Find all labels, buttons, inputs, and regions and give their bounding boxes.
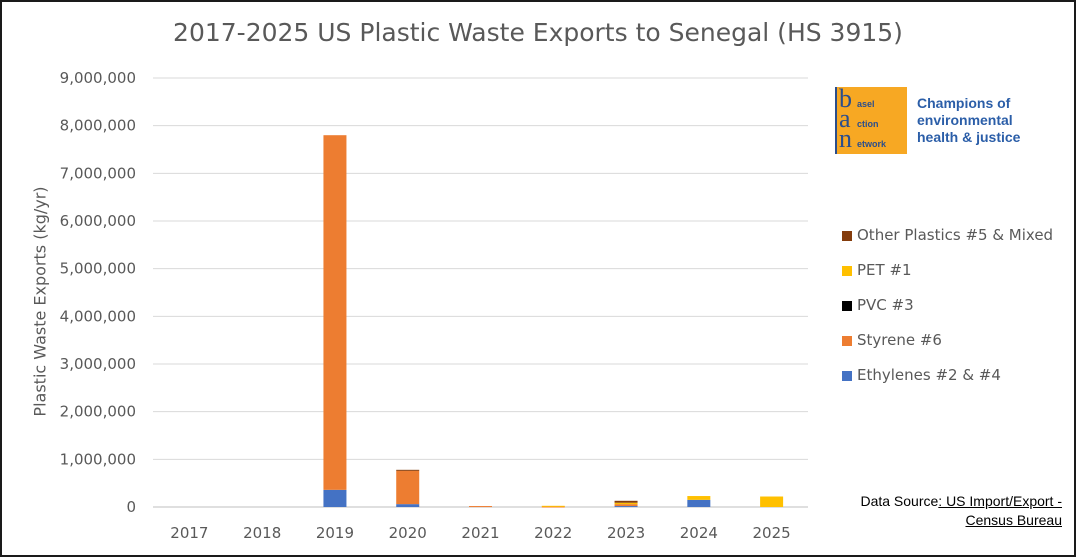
logo-word-etwork: etwork [857, 139, 887, 149]
bar-segment-2024-s3 [687, 496, 711, 500]
x-tick-label: 2022 [534, 524, 572, 542]
bar-segment-2025-s3 [760, 496, 784, 507]
legend-label: Ethylenes #2 & #4 [857, 366, 1001, 384]
x-tick-label: 2018 [243, 524, 281, 542]
x-tick-label: 2025 [753, 524, 791, 542]
data-source: Data Source: US Import/Export - Census B… [780, 492, 1062, 530]
bar-segment-2023-s1 [614, 504, 638, 507]
bar-segment-2022-s3 [541, 505, 565, 507]
ban-logo: b a n asel ction etwork [835, 84, 907, 154]
logo-letter-b: b [839, 84, 852, 113]
logo-letter-a: a [839, 104, 851, 133]
y-tick-label: 5,000,000 [60, 260, 136, 278]
logo-word-asel: asel [857, 99, 875, 109]
tagline: Champions of environmental health & just… [917, 95, 1067, 146]
legend-label: Other Plastics #5 & Mixed [857, 226, 1054, 244]
legend-swatch [842, 336, 852, 346]
source-prefix: Data Source [860, 493, 939, 509]
tagline-line: Champions of [917, 95, 1011, 111]
legend-swatch [842, 301, 852, 311]
y-tick-label: 3,000,000 [60, 355, 136, 373]
bar-segment-2022-s1 [541, 506, 565, 508]
legend-label: PVC #3 [857, 296, 914, 314]
y-tick-label: 9,000,000 [60, 69, 136, 87]
tagline-line: health & justice [917, 129, 1021, 145]
source-link-line2[interactable]: Census Bureau [965, 512, 1062, 528]
legend-label: Styrene #6 [857, 331, 942, 349]
legend-label: PET #1 [857, 261, 912, 279]
bar-segment-2023-s4 [614, 500, 638, 503]
logo-word-ction: ction [857, 119, 879, 129]
bar-segment-2020-s4 [396, 469, 420, 471]
bar-segment-2021-s1 [469, 506, 492, 508]
logo-bar [835, 87, 837, 154]
y-tick-label: 0 [126, 498, 136, 516]
bar-segment-2023-s0 [614, 506, 638, 508]
x-tick-label: 2017 [170, 524, 208, 542]
x-tick-label: 2023 [607, 524, 645, 542]
legend-swatch [842, 266, 852, 276]
x-tick-label: 2021 [461, 524, 499, 542]
bar-segment-2019-s0 [323, 489, 347, 507]
source-link[interactable]: : US Import/Export - [938, 493, 1062, 509]
y-tick-label: 1,000,000 [60, 450, 136, 468]
bar-segment-2024-s0 [687, 499, 711, 507]
y-tick-label: 8,000,000 [60, 117, 136, 135]
legend-swatch [842, 371, 852, 381]
y-tick-label: 7,000,000 [60, 164, 136, 182]
bar-segment-2023-s3 [614, 502, 638, 505]
bar-segment-2020-s1 [396, 470, 420, 505]
legend-swatch [842, 231, 852, 241]
y-tick-label: 6,000,000 [60, 212, 136, 230]
bar-segment-2019-s1 [323, 135, 347, 490]
x-tick-label: 2019 [316, 524, 354, 542]
y-tick-label: 4,000,000 [60, 307, 136, 325]
x-tick-label: 2024 [680, 524, 718, 542]
chart-title: 2017-2025 US Plastic Waste Exports to Se… [173, 18, 903, 47]
y-tick-label: 2,000,000 [60, 403, 136, 421]
logo-letter-n: n [839, 124, 852, 153]
tagline-line: environmental [917, 112, 1013, 128]
bar-segment-2020-s0 [396, 504, 420, 507]
x-tick-label: 2020 [389, 524, 427, 542]
